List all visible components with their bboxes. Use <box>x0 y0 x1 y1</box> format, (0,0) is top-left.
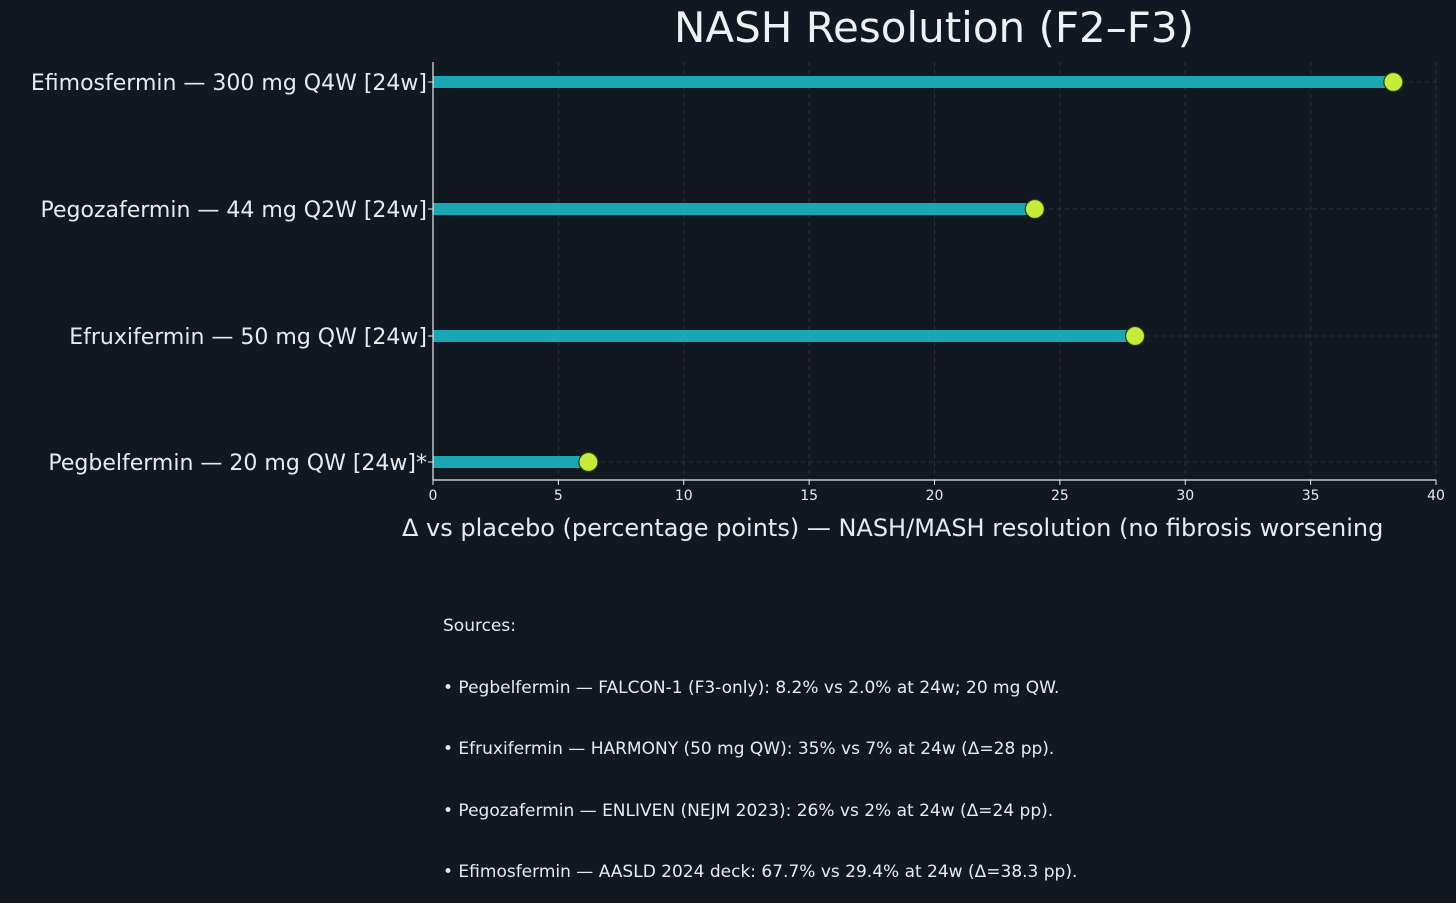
bar-3 <box>433 330 1136 342</box>
bar-1 <box>433 76 1394 88</box>
bar-2 <box>433 203 1035 215</box>
x-tick-label-40: 40 <box>1427 488 1445 504</box>
x-tick-label-25: 25 <box>1051 488 1069 504</box>
x-tick-label-15: 15 <box>800 488 818 504</box>
chart-title: NASH Resolution (F2–F3) <box>674 3 1194 52</box>
category-labels: Efimosfermin — 300 mg Q4W [24w] Pegozafer… <box>31 71 427 476</box>
category-label-4: Pegbelfermin — 20 mg QW [24w]* <box>48 451 427 476</box>
sources-heading: Sources: <box>443 616 516 636</box>
source-line-3: • Pegozafermin — ENLIVEN (NEJM 2023): 26… <box>443 800 1054 821</box>
marker-2 <box>1024 198 1045 220</box>
marker-1 <box>1383 71 1404 93</box>
source-line-2: • Efruxifermin — HARMONY (50 mg QW): 35%… <box>443 739 1055 759</box>
category-label-2: Pegozafermin — 44 mg Q2W [24w] <box>41 198 427 223</box>
category-label-3: Efruxifermin — 50 mg QW [24w] <box>69 325 427 350</box>
bar-4 <box>433 456 589 468</box>
x-tick-label-10: 10 <box>675 488 693 504</box>
x-tick-label-0: 0 <box>429 488 438 504</box>
grid-lines <box>433 62 1437 480</box>
x-tick-label-20: 20 <box>926 488 944 504</box>
category-label-1: Efimosfermin — 300 mg Q4W [24w] <box>31 71 427 96</box>
source-line-1: • Pegbelfermin — FALCON-1 (F3-only): 8.2… <box>443 677 1060 698</box>
source-line-4: • Efimosfermin — AASLD 2024 deck: 67.7% … <box>443 862 1078 882</box>
x-tick-label-5: 5 <box>554 488 563 504</box>
x-axis-label: Δ vs placebo (percentage points) — NASH/… <box>402 514 1383 542</box>
chart: NASH Resolution (F2–F3) Efimosfermin — 3… <box>31 3 1445 542</box>
axes <box>428 62 1437 485</box>
marker-3 <box>1124 325 1146 347</box>
bars <box>433 71 1404 473</box>
marker-4 <box>578 451 599 473</box>
x-tick-label-30: 30 <box>1176 488 1194 504</box>
sources-note: Sources: • Pegbelfermin — FALCON-1 (F3-o… <box>443 575 1077 903</box>
x-tick-labels: 0 5 10 15 20 25 30 35 40 <box>429 488 1445 504</box>
x-tick-label-35: 35 <box>1302 488 1320 504</box>
